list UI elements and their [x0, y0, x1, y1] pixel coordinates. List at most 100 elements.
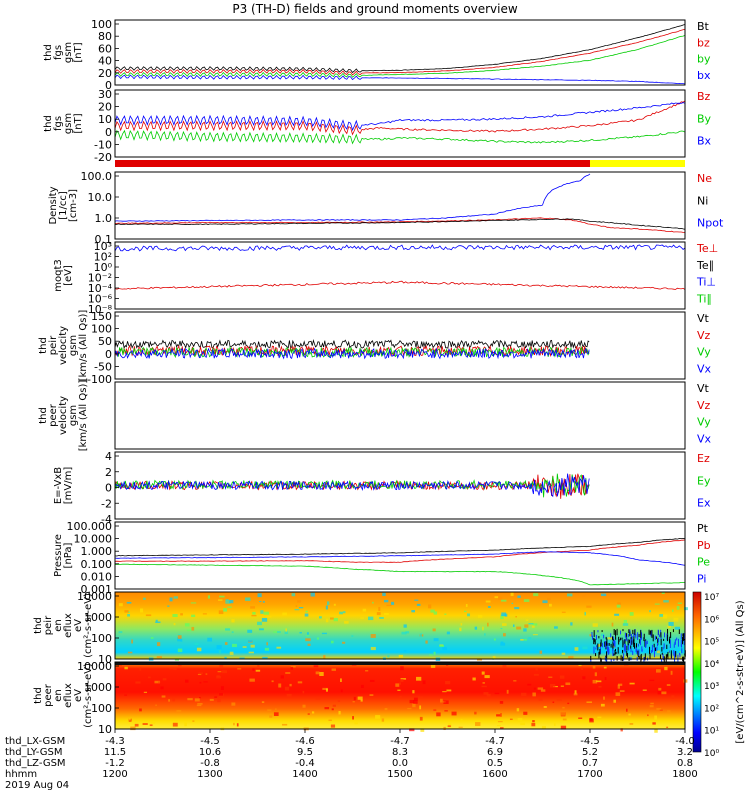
spectrogram-cell — [532, 634, 538, 636]
y-tick-label: 4 — [105, 450, 112, 463]
y-axis-label: velocity — [58, 326, 69, 365]
y-axis-label: [mV/m] — [63, 467, 74, 505]
spectrogram-cell — [559, 675, 565, 679]
series-line-Pt — [114, 537, 686, 557]
spectrogram-cell — [636, 655, 639, 658]
y-axis-label: gsm — [63, 42, 74, 63]
spectrogram-cell — [459, 627, 462, 632]
spectrogram-cell — [304, 613, 309, 617]
spectrogram-cell — [593, 637, 595, 645]
spectrogram-cell — [630, 648, 632, 653]
spectrogram-cell — [225, 628, 231, 631]
spectrogram-cell — [302, 690, 305, 694]
y-axis-label: [nT] — [73, 113, 84, 133]
series-line-Ne — [114, 217, 686, 233]
spectrogram-cell — [636, 649, 638, 654]
spectrogram-cell — [500, 642, 506, 646]
spectrogram-cell — [124, 610, 129, 613]
spectrogram-cell — [155, 621, 161, 623]
spectrogram-cell — [399, 682, 402, 685]
spectrogram-cell — [400, 678, 404, 682]
spectrogram-cell — [139, 708, 142, 712]
spectrogram-cell — [177, 635, 182, 639]
spectrogram-cell — [226, 596, 229, 601]
spectrogram-cell — [333, 618, 338, 622]
spectrogram-cell — [400, 666, 404, 671]
spectrogram-cell — [391, 601, 395, 605]
spectrogram-cell — [369, 694, 374, 696]
legend-Vx: Vx — [697, 362, 712, 375]
series-line-bx — [114, 74, 686, 85]
spectrogram-cell — [360, 684, 364, 688]
spectrogram-cell — [375, 715, 381, 719]
spectrogram-cell — [643, 657, 645, 664]
spectrogram-cell — [354, 721, 358, 725]
spectrogram-cell — [674, 651, 676, 657]
spectrogram-cell — [672, 609, 674, 612]
spectrogram-cell — [220, 686, 224, 690]
spectrogram-cell — [186, 629, 192, 632]
spectrogram-cell — [673, 650, 675, 656]
spectrogram-cell — [444, 613, 447, 615]
spectrogram-cell — [500, 641, 504, 643]
spectrogram-cell — [592, 665, 596, 669]
spectrogram-cell — [677, 602, 682, 604]
spectrogram-cell — [655, 647, 657, 652]
spectrogram-cell — [184, 722, 187, 727]
spectrogram-cell — [351, 635, 354, 637]
legend-Pt: Pt — [697, 522, 709, 535]
spectrogram-cell — [145, 614, 152, 617]
spectrogram-cell — [161, 695, 166, 698]
x-row-value: -4.5 — [580, 736, 600, 747]
spectrogram-cell — [600, 703, 605, 707]
spectrogram-cell — [217, 699, 221, 703]
y-tick-label: -2 — [101, 497, 112, 510]
spectrogram-cell — [257, 593, 262, 598]
legend-bz: bz — [697, 36, 710, 49]
mode-bar-segment — [115, 160, 590, 167]
spectrogram-cell — [604, 641, 606, 649]
spectrogram-cell — [667, 628, 669, 637]
spectrogram-cell — [216, 675, 220, 677]
spectrogram-cell — [500, 727, 504, 729]
x-row-value: 5.2 — [582, 747, 598, 758]
spectrogram-cell — [298, 607, 304, 609]
spectrogram-cell — [679, 651, 681, 654]
spectrogram-cell — [659, 613, 664, 617]
spectrogram-cell — [474, 626, 478, 630]
spectrogram-cell — [251, 614, 257, 617]
spectrogram-cell — [512, 624, 515, 627]
y-tick-label: 2 — [105, 466, 112, 479]
spectrogram-cell — [533, 673, 539, 676]
y-tick-label: 150 — [91, 310, 112, 323]
spectrogram-cell — [625, 636, 627, 642]
spectrogram-cell — [231, 643, 237, 648]
spectrogram-cell — [556, 699, 562, 701]
spectrogram-cell — [139, 666, 142, 671]
spectrogram-cell — [325, 605, 328, 610]
spectrogram-cell — [498, 596, 503, 600]
x-row-label: thd_LZ-GSM — [5, 758, 66, 769]
spectrogram-cell — [155, 704, 157, 706]
spectrogram-cell — [683, 633, 685, 641]
spectrogram-cell — [681, 648, 683, 654]
series-line-Pb — [114, 539, 686, 563]
spectrogram-cell — [225, 600, 231, 604]
spectrogram-cell — [622, 629, 624, 632]
y-tick-label: 30 — [98, 88, 112, 101]
spectrogram-cell — [663, 600, 669, 603]
spectrogram-cell — [184, 679, 189, 683]
spectrogram-cell — [280, 675, 284, 679]
colorbar-tick-label: 10⁰ — [704, 749, 719, 759]
spectrogram-cell — [500, 627, 503, 630]
spectrogram-cell — [409, 728, 415, 732]
x-row-value: 1200 — [102, 769, 127, 780]
spectrogram-cell — [299, 631, 302, 634]
spectrogram-cell — [197, 703, 203, 705]
spectrogram-cell — [574, 690, 577, 694]
spectrogram-cell — [169, 597, 173, 602]
spectrogram-cell — [367, 616, 374, 621]
spectrogram-cell — [422, 680, 426, 685]
spectrogram-cell — [543, 706, 547, 708]
y-axis-label: eflux — [63, 683, 74, 708]
